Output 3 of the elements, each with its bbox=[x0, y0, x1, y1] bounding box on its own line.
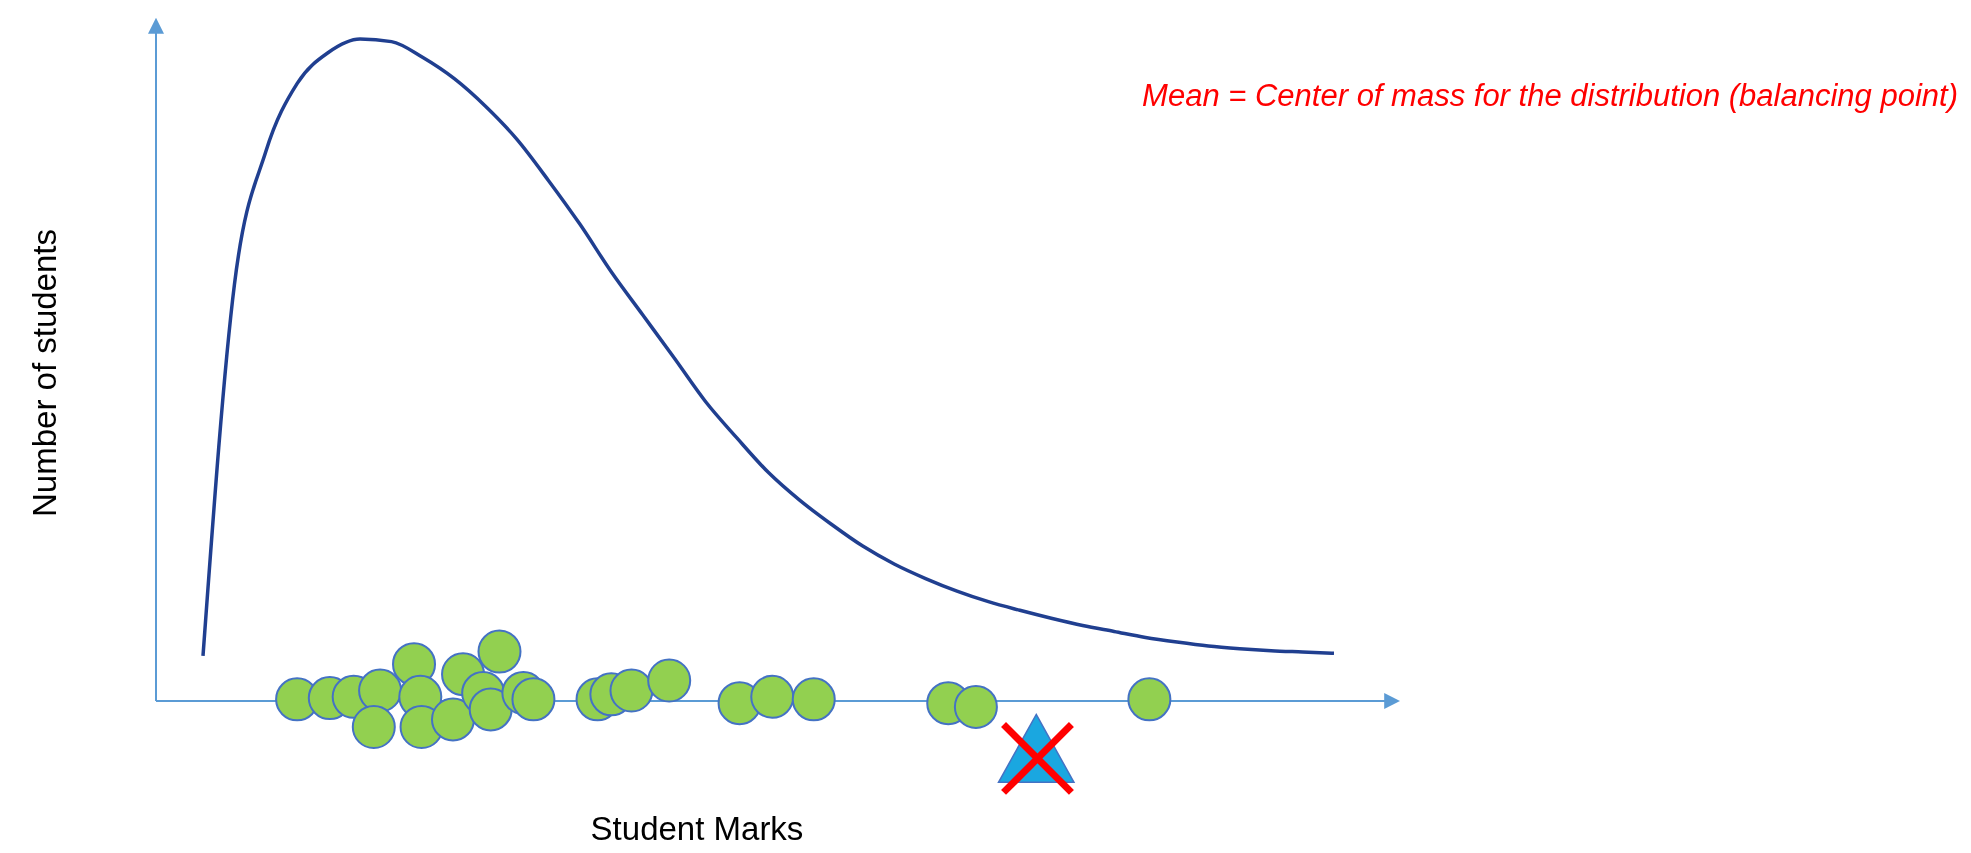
annotation: Mean = Center of mass for the distribution (balancing point) bbox=[1142, 78, 1958, 113]
x-axis-title: Student Marks bbox=[590, 810, 804, 847]
y-axis-title: Number of students bbox=[26, 229, 63, 517]
